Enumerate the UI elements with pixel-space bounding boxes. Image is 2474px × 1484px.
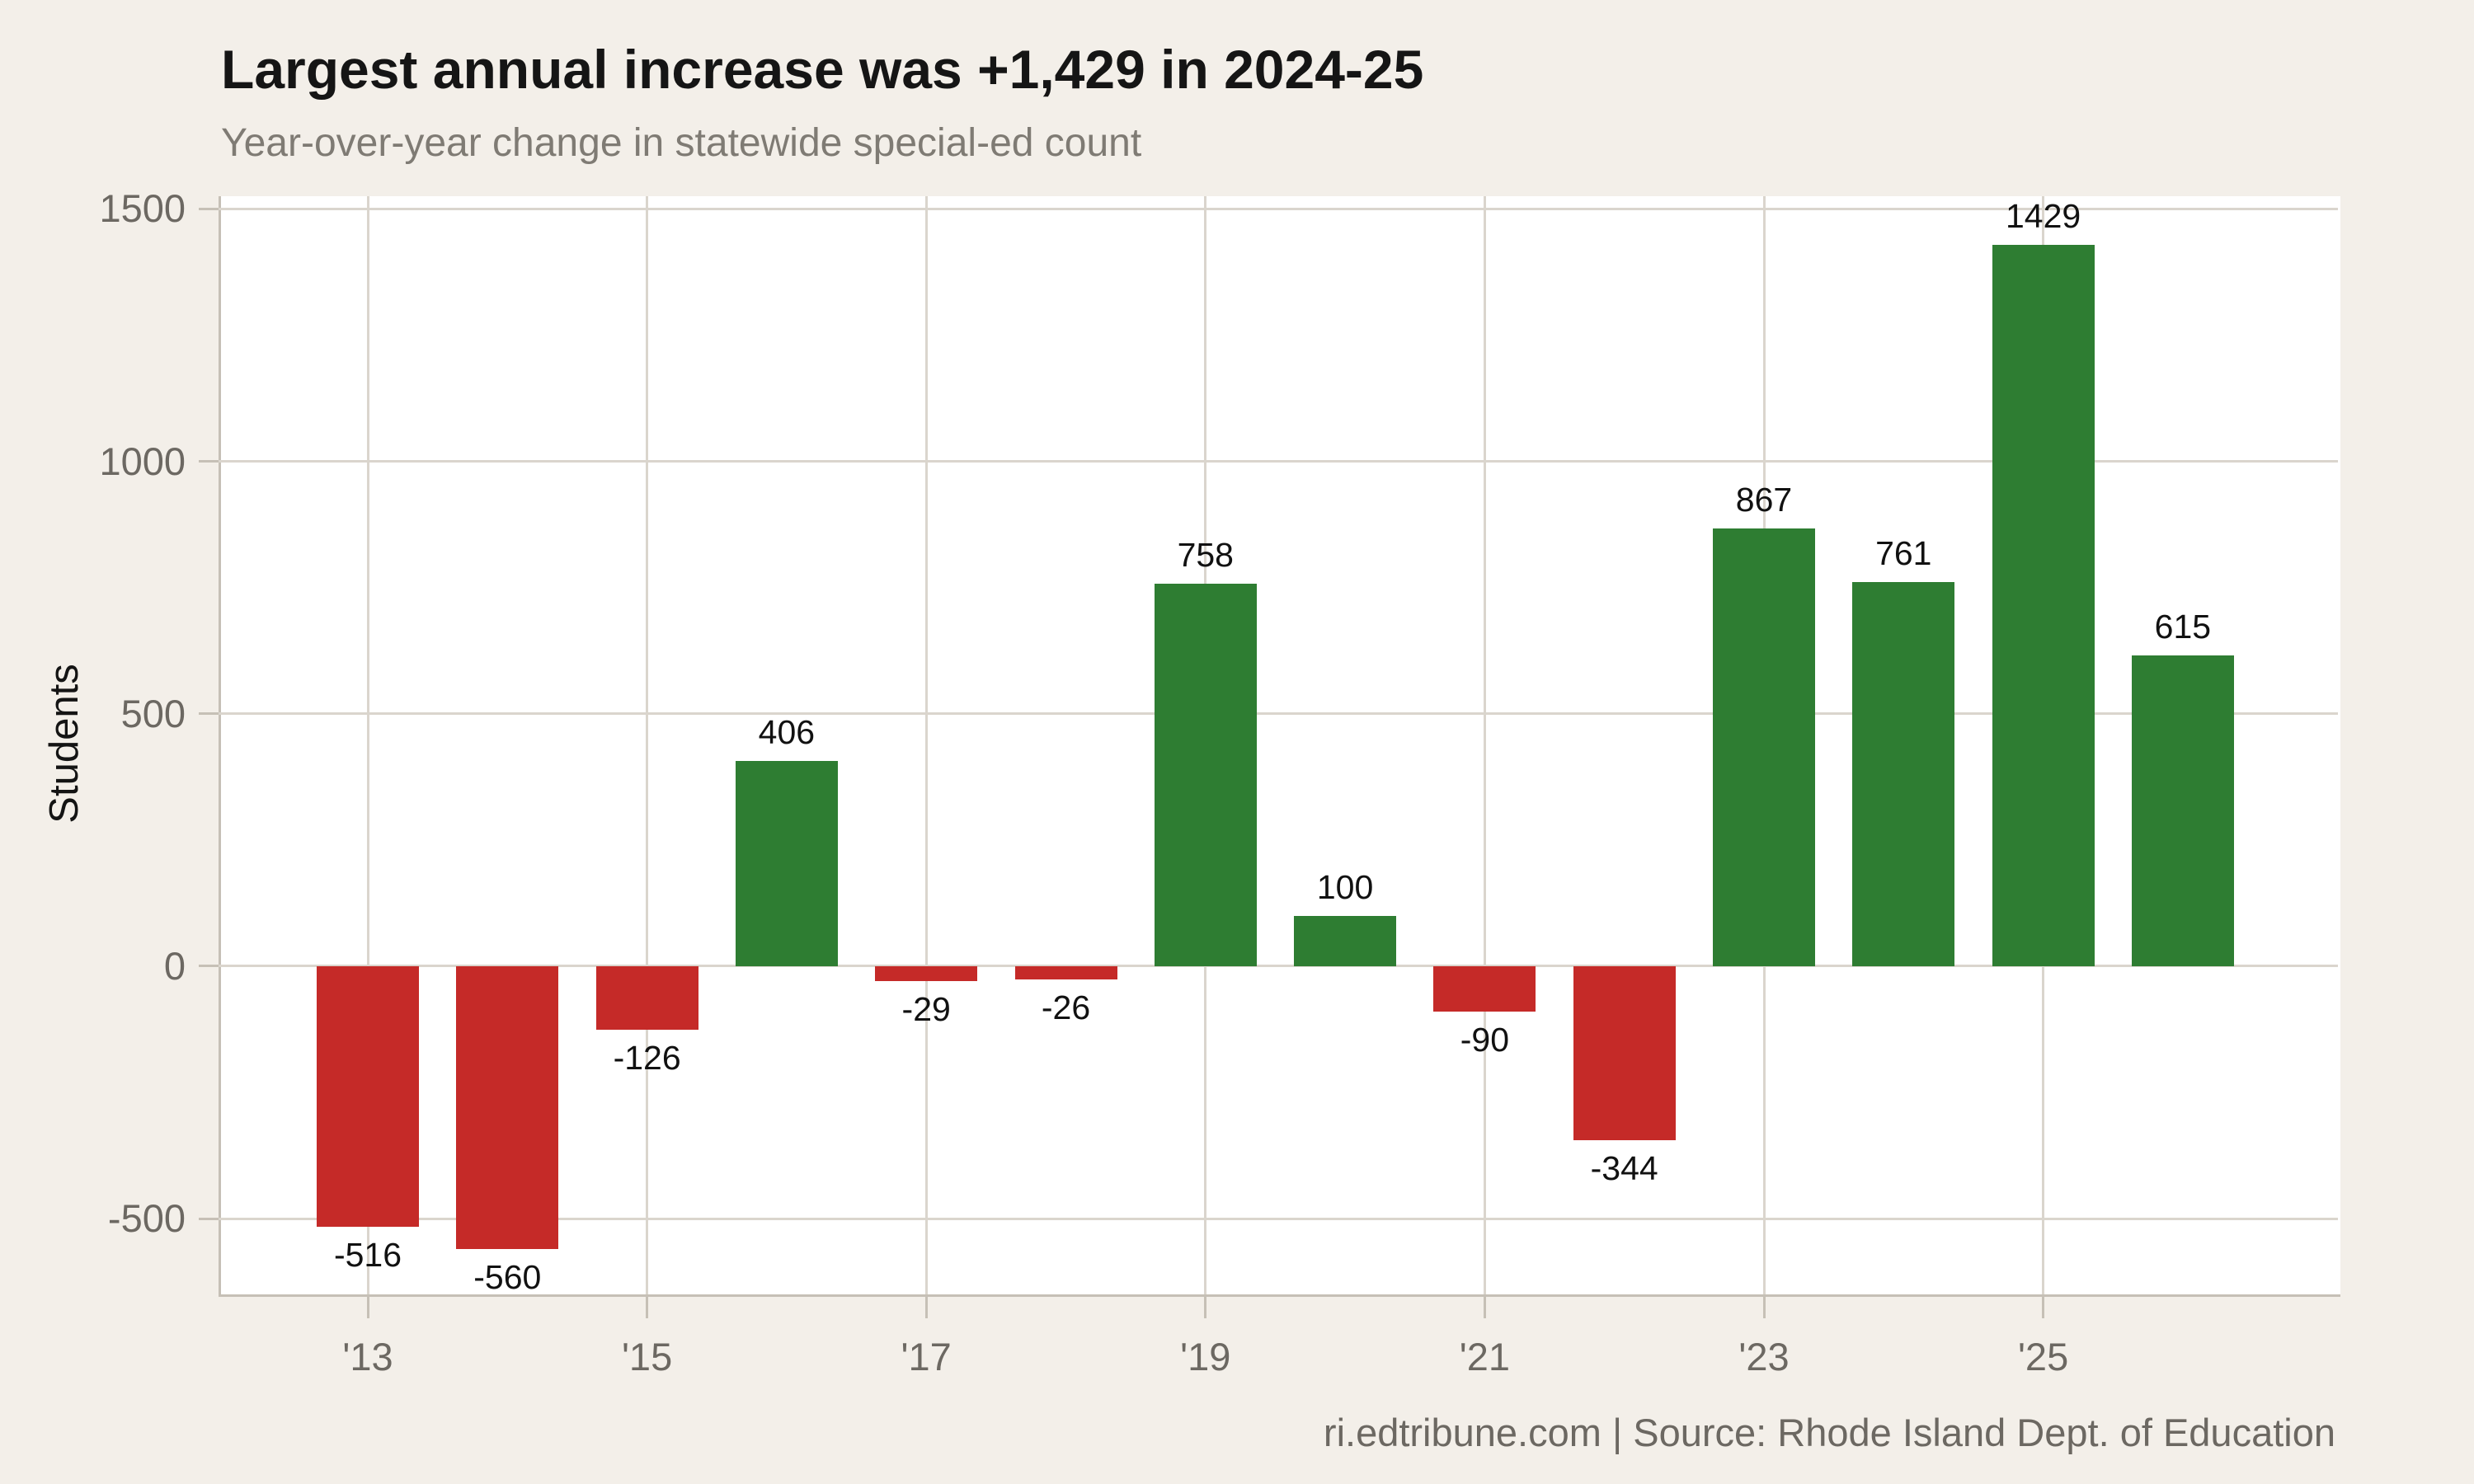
v-gridline: [366, 196, 369, 1294]
bar-positive: [1294, 915, 1397, 966]
x-tick-mark: [646, 1297, 649, 1318]
bar-positive: [1154, 583, 1257, 966]
bar-value-label: -26: [1041, 988, 1091, 1026]
bar-positive: [1713, 528, 1815, 966]
bar-negative: [595, 965, 698, 1031]
v-gridline: [924, 196, 928, 1294]
bar-negative: [317, 965, 419, 1227]
chart-title: Largest annual increase was +1,429 in 20…: [221, 39, 1424, 100]
y-tick-mark: [199, 460, 219, 463]
y-tick-mark: [199, 1217, 219, 1220]
y-tick-label: 500: [120, 691, 186, 735]
h-gridline: [219, 712, 2338, 716]
y-tick-label: 1000: [99, 439, 186, 483]
bar-positive: [1852, 581, 1955, 966]
bar-negative: [1433, 965, 1536, 1012]
v-gridline: [646, 196, 649, 1294]
y-tick-mark: [199, 207, 219, 210]
x-tick-label: '15: [621, 1335, 673, 1378]
x-tick-label: '19: [1180, 1335, 1231, 1378]
bar-negative: [875, 965, 978, 981]
h-gridline: [219, 1217, 2338, 1220]
bar-value-label: 615: [2154, 608, 2212, 646]
bar-value-label: 1429: [2005, 196, 2081, 235]
bar-positive: [2131, 655, 2234, 966]
bar-value-label: -126: [613, 1039, 681, 1078]
h-gridline: [219, 460, 2338, 463]
y-axis-title: Students: [42, 664, 87, 824]
y-tick-label: -500: [107, 1196, 186, 1241]
bar-value-label: 406: [758, 713, 816, 752]
x-tick-label: '13: [342, 1335, 393, 1378]
source-credit: ri.edtribune.com | Source: Rhode Island …: [1323, 1411, 2335, 1454]
y-tick-mark: [199, 965, 219, 968]
x-tick-mark: [2042, 1297, 2045, 1318]
x-tick-mark: [1762, 1297, 1766, 1318]
plot-area: [219, 196, 2340, 1297]
bar-value-label: -90: [1460, 1021, 1510, 1059]
chart-subtitle: Year-over-year change in statewide speci…: [221, 121, 1142, 165]
bar-positive: [1992, 244, 2095, 966]
bar-positive: [735, 761, 838, 966]
h-gridline: [219, 965, 2338, 968]
bar-value-label: -29: [901, 989, 951, 1028]
y-tick-label: 1500: [99, 186, 186, 231]
bar-value-label: 758: [1177, 535, 1234, 574]
x-tick-mark: [924, 1297, 928, 1318]
x-tick-label: '25: [2017, 1335, 2069, 1378]
x-tick-mark: [1204, 1297, 1207, 1318]
x-tick-label: '21: [1459, 1335, 1511, 1378]
bar-value-label: 100: [1316, 867, 1374, 906]
x-tick-label: '23: [1738, 1335, 1790, 1378]
y-tick-mark: [199, 712, 219, 716]
bar-negative: [1014, 965, 1117, 979]
v-gridline: [1483, 196, 1486, 1294]
bar-value-label: -560: [473, 1257, 542, 1296]
x-tick-label: '17: [901, 1335, 952, 1378]
bar-value-label: 761: [1875, 533, 1932, 572]
bar-negative: [1573, 965, 1676, 1140]
x-tick-mark: [366, 1297, 369, 1318]
bar-value-label: -516: [333, 1235, 402, 1274]
bar-value-label: 867: [1735, 480, 1793, 519]
bar-negative: [456, 965, 559, 1249]
y-tick-label: 0: [163, 943, 186, 988]
h-gridline: [219, 207, 2338, 210]
x-tick-mark: [1483, 1297, 1486, 1318]
bar-value-label: -344: [1590, 1148, 1658, 1187]
